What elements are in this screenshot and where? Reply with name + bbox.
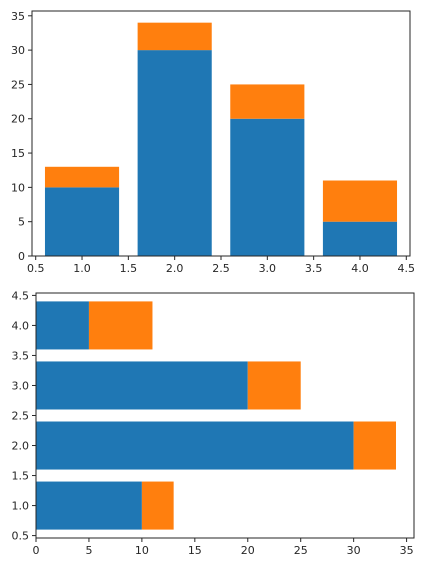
x-tick-label: 4.0 (351, 262, 369, 275)
x-tick-label: 5 (85, 544, 92, 557)
bar-series1-y1 (36, 481, 142, 530)
y-tick-label: 5 (18, 216, 25, 229)
y-tick-label: 35 (11, 10, 25, 23)
bar-series1-x2 (137, 50, 212, 256)
y-tick-label: 3.0 (12, 379, 30, 392)
y-tick-label: 0 (18, 250, 25, 263)
bar-series2-y4 (88, 301, 153, 350)
y-tick-label: 3.5 (12, 349, 30, 362)
bar-series2-x1 (44, 166, 120, 188)
y-tick-label: 1.0 (12, 500, 30, 513)
x-tick-label: 20 (241, 544, 255, 557)
x-tick-label: 1.0 (73, 262, 91, 275)
x-tick-label: 35 (400, 544, 414, 557)
bar-series2-x4 (322, 180, 398, 222)
x-tick-label: 2.0 (166, 262, 184, 275)
y-tick-label: 25 (11, 78, 25, 91)
bar-series1-y2 (36, 421, 354, 470)
bar-series1-x3 (230, 118, 305, 257)
bar-series2-x2 (137, 22, 212, 51)
x-tick-label: 25 (294, 544, 308, 557)
bar-series1-y4 (36, 301, 89, 350)
y-tick-label: 4.0 (12, 319, 30, 332)
x-tick-label: 3.0 (259, 262, 277, 275)
x-tick-label: 30 (347, 544, 361, 557)
bar-series1-x4 (322, 221, 398, 256)
horizontal-stacked-bar-chart: 0 5 10 15 20 25 30 35 0.5 1.0 1.5 2.0 2.5 3.0 3.5 4.0 4.… (12, 289, 415, 557)
bar-series2-y3 (247, 361, 301, 410)
x-tick-label: 0.5 (27, 262, 45, 275)
y-tick-label: 10 (11, 181, 25, 194)
y-tick-label: 2.0 (12, 440, 30, 453)
bar-series2-y1 (141, 481, 174, 530)
y-tick-label: 30 (11, 44, 25, 57)
x-tick-label: 0 (33, 544, 40, 557)
y-tick-label: 2.5 (12, 410, 30, 423)
bar-series2-y2 (353, 421, 396, 470)
y-tick-label: 15 (11, 147, 25, 160)
x-tick-label: 2.5 (212, 262, 230, 275)
y-tick-label: 1.5 (12, 470, 30, 483)
vertical-stacked-bar-chart: 0.5 1.0 1.5 2.0 2.5 3.0 3.5 4.0 4.5 0 5 10 15 20 25 30 3… (11, 10, 415, 275)
bar-series2-x3 (230, 84, 305, 119)
bar-series1-y3 (36, 361, 248, 410)
x-tick-label: 10 (135, 544, 149, 557)
x-tick-label: 1.5 (120, 262, 138, 275)
x-tick-label: 3.5 (305, 262, 323, 275)
bar-series1-x1 (44, 187, 120, 256)
y-tick-label: 4.5 (12, 289, 30, 302)
y-tick-label: 20 (11, 113, 25, 126)
x-tick-label: 4.5 (398, 262, 416, 275)
x-tick-label: 15 (188, 544, 202, 557)
y-tick-label: 0.5 (12, 530, 30, 543)
